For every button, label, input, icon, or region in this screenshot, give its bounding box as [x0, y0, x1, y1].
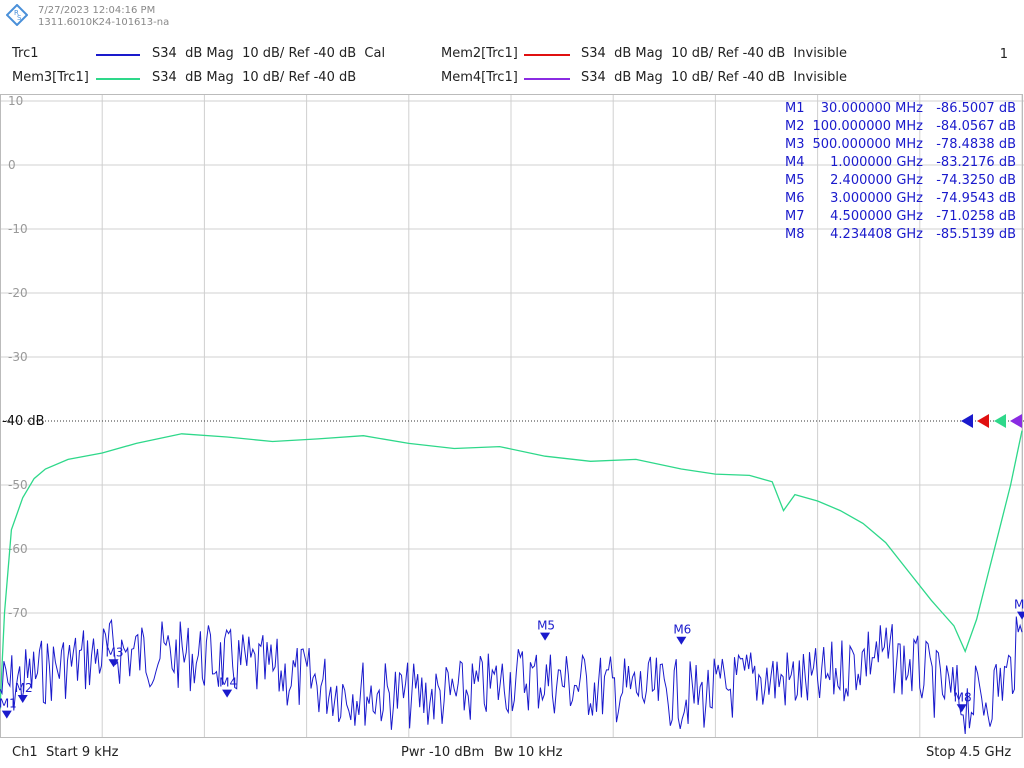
y-tick-label: -70: [8, 606, 28, 620]
marker-table-name: M8: [785, 227, 805, 242]
ref-arrow-2: [977, 414, 989, 428]
marker-table-freq: 2.400000 GHz: [830, 173, 923, 188]
marker-m5[interactable]: [540, 632, 551, 641]
marker-table-value: -74.3250 dB: [936, 173, 1016, 188]
ref-arrow-3: [994, 414, 1006, 428]
y-tick-label: -30: [8, 350, 28, 364]
marker-table-name: M4: [785, 155, 805, 170]
legend-mem3-desc: S34 dB Mag 10 dB/ Ref -40 dB: [152, 70, 357, 85]
y-tick-label: -10: [8, 222, 28, 236]
marker-table-freq: 30.000000 MHz: [821, 101, 923, 116]
legend-mem4-desc: S34 dB Mag 10 dB/ Ref -40 dB Invisible: [581, 70, 848, 85]
marker-m1[interactable]: [1, 710, 12, 719]
marker-table-freq: 100.000000 MHz: [812, 119, 923, 134]
series-group: [0, 430, 1023, 735]
marker-label: M8: [954, 690, 972, 704]
legend-mem4[interactable]: Mem4[Trc1]: [441, 70, 518, 85]
marker-group: M1 M2 M3 M4 M5 M6 M7 M8: [0, 598, 1024, 719]
y-tick-label: -40 dB: [2, 414, 45, 429]
trace-name: Trc1: [12, 46, 39, 61]
marker-table-value: -86.5007 dB: [936, 101, 1016, 116]
marker-table-name: M2: [785, 119, 805, 134]
svg-text:R: R: [14, 9, 19, 17]
legend-mem3-line: [96, 78, 140, 80]
svg-text:S: S: [17, 14, 22, 22]
legend-trc1[interactable]: Trc1: [12, 46, 39, 61]
marker-table-value: -78.4838 dB: [936, 137, 1016, 152]
marker-table-value: -83.2176 dB: [936, 155, 1016, 170]
series-line-trc1: [0, 616, 1023, 735]
marker-label: M5: [537, 619, 555, 633]
bandwidth-setting[interactable]: Bw 10 kHz: [494, 745, 563, 760]
ref-arrow-4: [1010, 414, 1022, 428]
marker-m7[interactable]: [1017, 611, 1024, 620]
instrument-id: 1311.6010K24-101613-na: [38, 17, 170, 28]
footer: Ch1 Start 9 kHz Pwr -10 dBm Bw 10 kHz St…: [0, 738, 1024, 768]
legend-mem2-line: [524, 54, 570, 56]
marker-table-freq: 3.000000 GHz: [830, 191, 923, 206]
marker-label: M2: [15, 681, 33, 695]
legend-mem3[interactable]: Mem3[Trc1]: [12, 70, 89, 85]
legend-mem2[interactable]: Mem2[Trc1]: [441, 46, 518, 61]
y-tick-label: 10: [8, 94, 23, 108]
channel-label: Ch1: [12, 745, 38, 760]
legend-trc1-desc: S34 dB Mag 10 dB/ Ref -40 dB Cal: [152, 46, 386, 61]
marker-table-value: -85.5139 dB: [936, 227, 1016, 242]
ref-arrow-1: [961, 414, 973, 428]
y-tick-label: -20: [8, 286, 28, 300]
plot-border: [0, 94, 1023, 738]
plot-background: [0, 94, 1024, 738]
marker-label: M3: [106, 645, 124, 659]
y-tick-label: 0: [8, 158, 16, 172]
marker-m8[interactable]: [956, 704, 967, 713]
grid: [0, 94, 1024, 738]
trace-name: Mem4[Trc1]: [441, 70, 518, 85]
trace-name: Mem2[Trc1]: [441, 46, 518, 61]
marker-label: M4: [219, 676, 237, 690]
marker-table-freq: 4.500000 GHz: [830, 209, 923, 224]
marker-m6[interactable]: [676, 636, 687, 645]
marker-table-freq: 4.234408 GHz: [830, 227, 923, 242]
stop-frequency[interactable]: Stop 4.5 GHz: [926, 745, 1012, 760]
plot-area[interactable]: 10 0 -10 -20 -30 -40 dB -50 -60 -70 M1 M2 M3 M4 M5 M6…: [0, 94, 1024, 738]
marker-label: M6: [673, 623, 691, 637]
marker-table-name: M5: [785, 173, 805, 188]
trace-name: Mem3[Trc1]: [12, 70, 89, 85]
series-line-mem3-trc1-: [0, 430, 1023, 710]
marker-m2[interactable]: [17, 694, 28, 703]
legend-mem2-desc: S34 dB Mag 10 dB/ Ref -40 dB Invisible: [581, 46, 848, 61]
start-frequency[interactable]: Start 9 kHz: [46, 745, 119, 760]
timestamp: 7/27/2023 12:04:16 PM: [38, 5, 156, 16]
marker-table-freq: 500.000000 MHz: [812, 137, 923, 152]
header: R S 7/27/2023 12:04:16 PM 1311.6010K24-1…: [0, 0, 1024, 94]
y-tick-label: -60: [8, 542, 28, 556]
legend-trc1-line: [96, 54, 140, 56]
marker-label: M1: [0, 697, 17, 711]
marker-m4[interactable]: [222, 689, 233, 698]
marker-m3[interactable]: [108, 659, 119, 668]
power-setting[interactable]: Pwr -10 dBm: [401, 745, 485, 760]
marker-table-value: -71.0258 dB: [936, 209, 1016, 224]
page-number: 1: [999, 47, 1008, 62]
y-tick-label: -50: [8, 478, 28, 492]
marker-table: M1 30.000000 MHz -86.5007 dB M2 100.000000 M…: [785, 101, 1016, 242]
header-info: 7/27/2023 12:04:16 PM 1311.6010K24-10161…: [38, 5, 169, 29]
legend-mem4-line: [524, 78, 570, 80]
marker-table-name: M3: [785, 137, 805, 152]
marker-table-name: M1: [785, 101, 805, 116]
marker-table-value: -84.0567 dB: [936, 119, 1016, 134]
y-tick-labels: 10 0 -10 -20 -30 -40 dB -50 -60 -70: [2, 94, 45, 620]
ref-level-arrows: [961, 414, 1022, 428]
marker-label: M7: [1014, 598, 1024, 612]
marker-table-value: -74.9543 dB: [936, 191, 1016, 206]
rs-logo-icon: R S: [6, 4, 28, 26]
marker-table-name: M7: [785, 209, 805, 224]
marker-table-freq: 1.000000 GHz: [830, 155, 923, 170]
marker-table-name: M6: [785, 191, 805, 206]
